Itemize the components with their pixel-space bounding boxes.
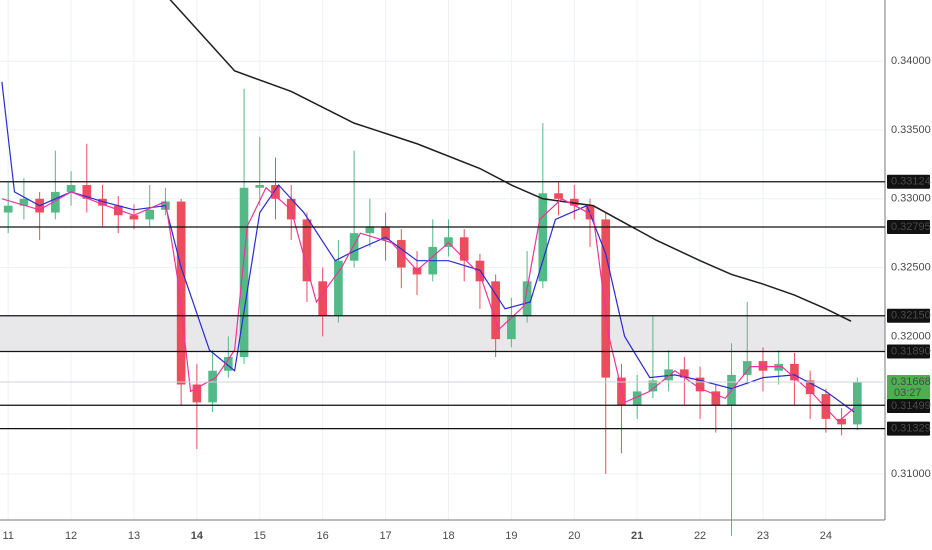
price-label-box — [887, 219, 930, 234]
x-tick-label: 13 — [128, 530, 140, 542]
price-label-box — [887, 308, 930, 323]
price-label: 0.33124 — [891, 176, 931, 188]
candle-body — [51, 191, 60, 213]
moving-average — [169, 0, 852, 322]
x-tick-label: 12 — [65, 530, 77, 542]
x-tick-label: 20 — [568, 530, 580, 542]
y-tick-label: 0.33500 — [891, 124, 931, 136]
candle-body — [664, 369, 673, 381]
candle-body — [334, 260, 343, 316]
y-tick-label: 0.32000 — [891, 330, 931, 342]
countdown: 03:27 — [894, 387, 922, 399]
price-label-box — [887, 375, 930, 400]
price-label: 0.31499 — [891, 400, 931, 412]
x-tick-label: 21 — [631, 530, 643, 542]
price-label-box — [887, 399, 930, 414]
candle-body — [711, 391, 721, 406]
y-tick-label: 0.34000 — [891, 55, 931, 67]
candle-body — [601, 219, 611, 378]
moving-average — [1, 81, 855, 413]
candle-body — [192, 384, 202, 403]
candle-body — [648, 380, 658, 392]
candle-body — [318, 281, 328, 316]
candle-body — [805, 380, 815, 395]
price-label: 0.31329 — [891, 423, 931, 435]
candle-body — [821, 394, 831, 419]
candle-body — [774, 363, 784, 371]
x-tick-label: 18 — [442, 530, 454, 542]
x-tick-label: 24 — [820, 530, 832, 542]
candle-body — [790, 363, 799, 381]
candle-body — [255, 185, 265, 188]
candle-body — [758, 361, 768, 371]
y-tick-label: 0.33000 — [891, 193, 931, 205]
price-label: 0.31890 — [891, 345, 931, 357]
candle-body — [302, 219, 312, 282]
candle-body — [491, 281, 500, 340]
x-tick-label: 16 — [317, 530, 329, 542]
candle-body — [569, 198, 579, 206]
y-tick-label: 0.31000 — [891, 468, 931, 480]
candle-body — [19, 198, 29, 206]
zone — [0, 315, 885, 352]
x-tick-label: 14 — [191, 530, 204, 542]
candle-body — [680, 369, 689, 378]
candle-body — [381, 226, 390, 241]
y-tick-label: 0.32500 — [891, 261, 931, 273]
candle-body — [271, 185, 280, 199]
x-tick-label: 11 — [2, 530, 13, 542]
price-label: 0.32795 — [891, 221, 931, 233]
candle-body — [632, 391, 642, 406]
x-tick-label: 19 — [505, 530, 517, 542]
candle-body — [365, 226, 375, 234]
price-label-box — [887, 421, 930, 436]
candle-body — [129, 215, 139, 220]
moving-average — [1, 186, 855, 423]
candle-body — [98, 198, 107, 206]
candle-body — [522, 281, 532, 316]
candle-body — [224, 356, 233, 371]
candle-body — [742, 361, 752, 375]
x-tick-label: 23 — [757, 530, 769, 542]
price-label-box — [887, 174, 930, 189]
x-tick-label: 22 — [694, 530, 706, 542]
candle-body — [695, 377, 705, 392]
candle-body — [349, 233, 359, 261]
candle-body — [837, 418, 846, 425]
price-label: 0.32150 — [891, 310, 931, 322]
candle-body — [538, 193, 548, 282]
candle-body — [176, 201, 186, 385]
candle-body — [239, 187, 249, 357]
x-tick-label: 15 — [254, 530, 266, 542]
price-label: 0.31668 — [891, 376, 931, 388]
candle-body — [66, 185, 76, 192]
price-label-box — [887, 344, 930, 359]
candle-body — [113, 205, 123, 216]
candle-body — [852, 381, 862, 425]
x-tick-label: 17 — [379, 530, 391, 542]
candle-body — [554, 193, 563, 199]
candle-body — [507, 315, 516, 340]
candle-body — [459, 237, 469, 261]
candle-body — [145, 209, 155, 220]
candle-body — [3, 205, 13, 213]
candle-body — [82, 185, 92, 199]
candle-body — [208, 370, 217, 403]
